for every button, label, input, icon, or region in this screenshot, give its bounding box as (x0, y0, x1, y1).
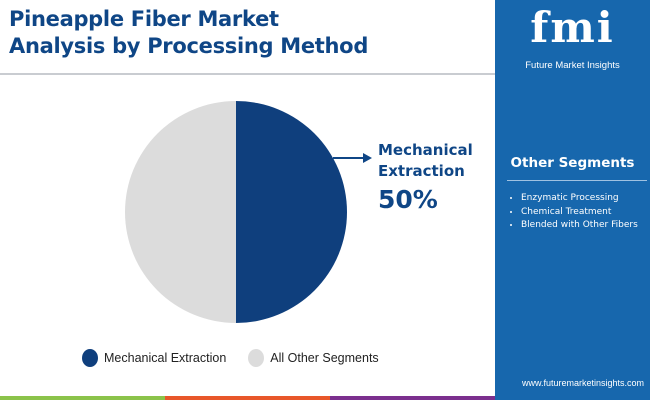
legend-swatch-mechanical (82, 349, 98, 367)
divider (507, 180, 647, 181)
list-item: Blended with Other Fibers (521, 219, 638, 233)
title-line: Pineapple Fiber Market (9, 7, 279, 31)
other-segments-list: Enzymatic Processing Chemical Treatment … (495, 192, 638, 233)
callout-arrow-head (363, 153, 372, 163)
callout-value: 50% (378, 185, 438, 214)
list-item: Chemical Treatment (521, 206, 638, 220)
legend-swatch-other (248, 349, 265, 367)
side-panel: fmi Future Market Insights Other Segment… (495, 0, 650, 400)
callout-text: Extraction (378, 162, 465, 180)
callout-label: Mechanical Extraction 50% (378, 140, 473, 218)
other-segments-heading: Other Segments (510, 155, 635, 171)
legend-label: Mechanical Extraction (104, 351, 227, 365)
color-bar-green (0, 396, 165, 400)
pie-chart (125, 101, 372, 323)
page-title: Pineapple Fiber Market Analysis by Proce… (9, 6, 368, 60)
brand-name: Future Market Insights (525, 60, 620, 71)
color-bar-orange (165, 396, 330, 400)
fmi-logo: fmi (530, 4, 615, 52)
legend: Mechanical Extraction All Other Segments (82, 349, 379, 367)
website-link[interactable]: www.futuremarketinsights.com (521, 378, 644, 388)
pie-slice-mechanical-extraction (236, 101, 347, 323)
pie-slice-all-other-segments (125, 101, 236, 323)
callout-text: Mechanical (378, 141, 473, 159)
title-line: Analysis by Processing Method (9, 34, 369, 58)
divider (0, 73, 495, 75)
legend-label: All Other Segments (270, 351, 379, 365)
color-bar-purple (330, 396, 495, 400)
list-item: Enzymatic Processing (521, 192, 638, 206)
